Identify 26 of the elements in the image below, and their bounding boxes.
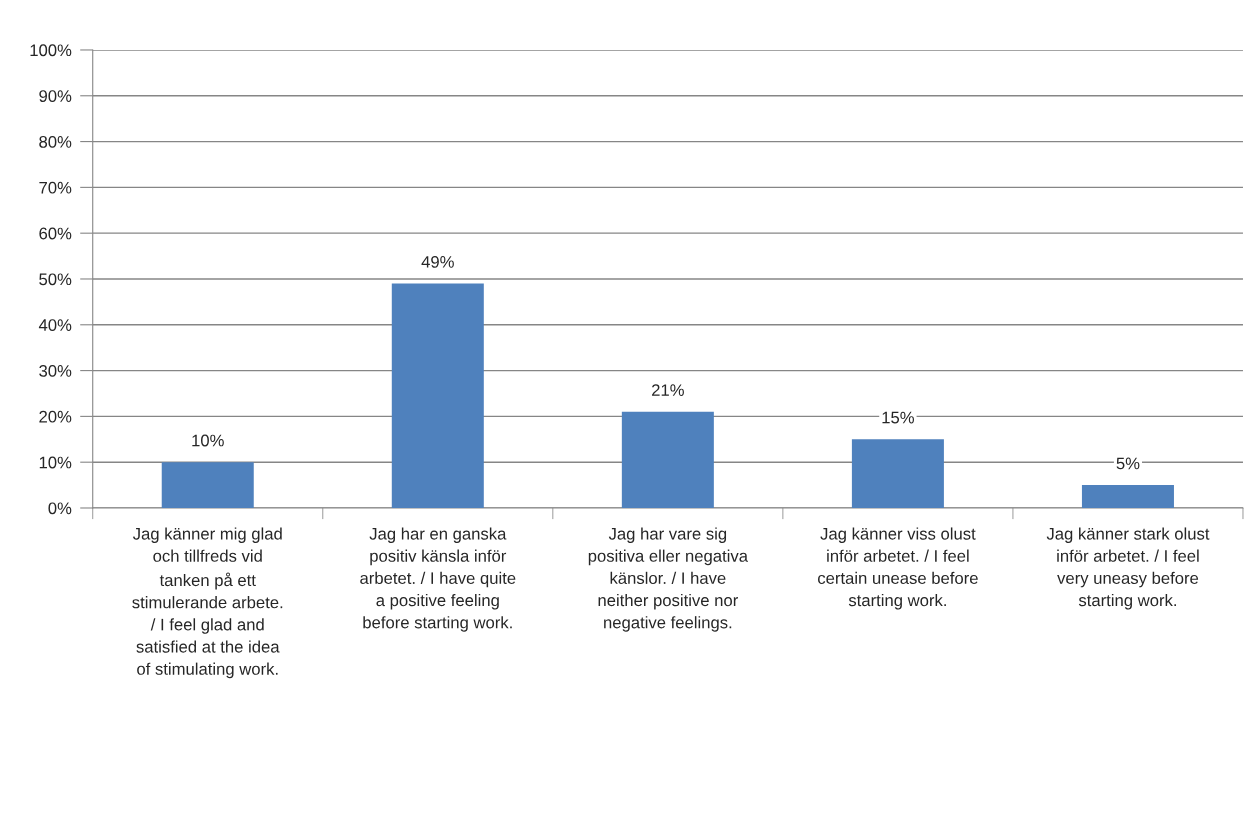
data-label: 15% bbox=[882, 411, 914, 424]
x-tick-label: Jag har en ganska positiv känsla inför arbetet. / I have quite a positive feeling before starting work. bbox=[360, 527, 516, 632]
bar bbox=[161, 462, 254, 508]
bar bbox=[621, 411, 714, 508]
y-tick-label: 20% bbox=[39, 410, 72, 423]
y-tick-label: 70% bbox=[39, 181, 72, 194]
y-tick-label: 60% bbox=[39, 227, 72, 240]
bar bbox=[1081, 485, 1174, 508]
y-tick-label: 40% bbox=[38, 319, 72, 331]
x-tick-label: Jag känner stark olust inför arbetet. / I feel very uneasy before starting work. bbox=[1046, 527, 1210, 610]
data-label: 10% bbox=[192, 434, 224, 447]
y-tick-label: 50% bbox=[39, 273, 72, 286]
bar bbox=[391, 283, 484, 508]
y-tick-label: 80% bbox=[39, 135, 72, 148]
x-tick-label: Jag har vare sig positiva eller negativa känslor. / I have neither positive nor negative feelings. bbox=[588, 527, 748, 632]
x-tick-label: Jag känner mig glad och tillfreds vid tanken på ett stimulerande arbete. / I feel glad and satisfied at the idea of stimulating work. bbox=[132, 527, 283, 679]
y-tick-label: 100% bbox=[30, 44, 72, 57]
y-tick-label: 0% bbox=[48, 502, 72, 515]
y-tick-label: 10% bbox=[39, 456, 72, 469]
data-label: 49% bbox=[421, 255, 454, 268]
data-label: 21% bbox=[652, 384, 684, 396]
bar bbox=[851, 439, 944, 508]
y-tick-label: 30% bbox=[39, 364, 72, 377]
x-tick-label: Jag känner viss olust inför arbetet. / I feel certain unease before starting work. bbox=[818, 527, 978, 610]
data-label: 5% bbox=[1116, 457, 1140, 470]
y-tick-label: 90% bbox=[39, 90, 72, 102]
